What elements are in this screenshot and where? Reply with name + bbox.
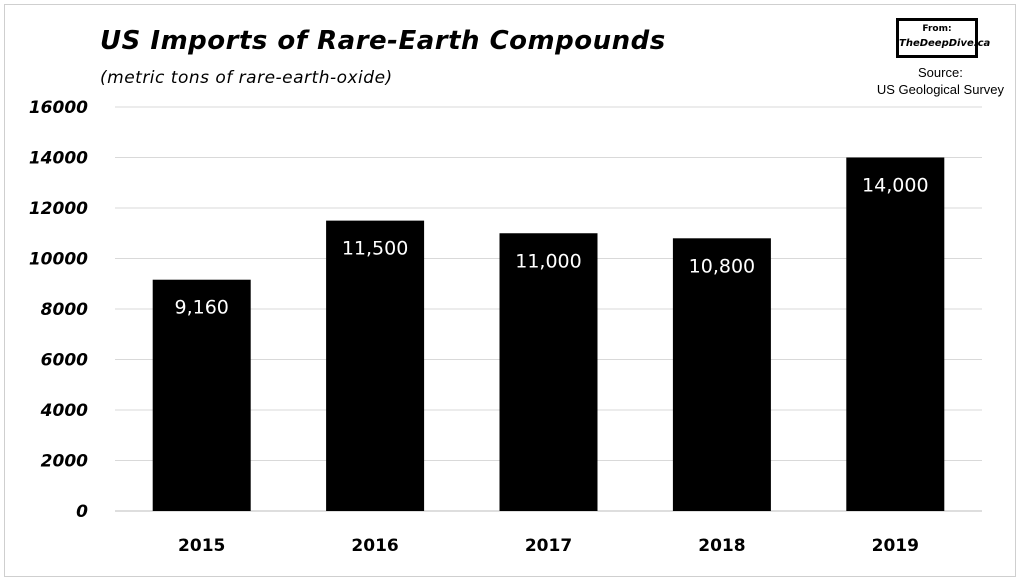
bar bbox=[672, 238, 771, 512]
bar bbox=[846, 157, 945, 511]
y-tick-label: 0 bbox=[76, 502, 88, 522]
y-tick-label: 2000 bbox=[41, 452, 88, 472]
bar bbox=[152, 279, 251, 511]
data-label: 11,000 bbox=[515, 250, 581, 272]
data-label: 9,160 bbox=[174, 297, 228, 319]
x-tick-label: 2016 bbox=[351, 536, 398, 556]
data-label: 10,800 bbox=[689, 255, 755, 277]
y-tick-label: 6000 bbox=[41, 351, 88, 371]
source-badge: From: TheDeepDive.ca bbox=[896, 18, 991, 58]
chart-title: US Imports of Rare-Earth Compounds bbox=[100, 26, 666, 56]
y-tick-label: 16000 bbox=[29, 98, 88, 118]
x-tick-label: 2019 bbox=[872, 536, 919, 556]
x-tick-label: 2017 bbox=[525, 536, 572, 556]
bar bbox=[499, 233, 598, 511]
badge-site-label: TheDeepDive.ca bbox=[899, 38, 991, 49]
source-note: Source: US Geological Survey bbox=[877, 64, 1004, 98]
data-label: 14,000 bbox=[862, 175, 928, 197]
badge-from-label: From: bbox=[922, 24, 952, 34]
y-tick-label: 10000 bbox=[29, 250, 88, 270]
source-name: US Geological Survey bbox=[876, 82, 1004, 97]
y-tick-label: 14000 bbox=[29, 149, 88, 169]
x-tick-label: 2015 bbox=[178, 536, 225, 556]
y-tick-label: 8000 bbox=[41, 300, 88, 320]
x-tick-label: 2018 bbox=[698, 536, 745, 556]
y-tick-label: 4000 bbox=[40, 401, 88, 421]
data-label: 11,500 bbox=[342, 238, 408, 260]
y-tick-label: 12000 bbox=[29, 199, 88, 219]
bar bbox=[326, 220, 425, 511]
chart-subtitle: (metric tons of rare-earth-oxide) bbox=[100, 68, 393, 88]
source-label: Source: bbox=[918, 65, 963, 80]
